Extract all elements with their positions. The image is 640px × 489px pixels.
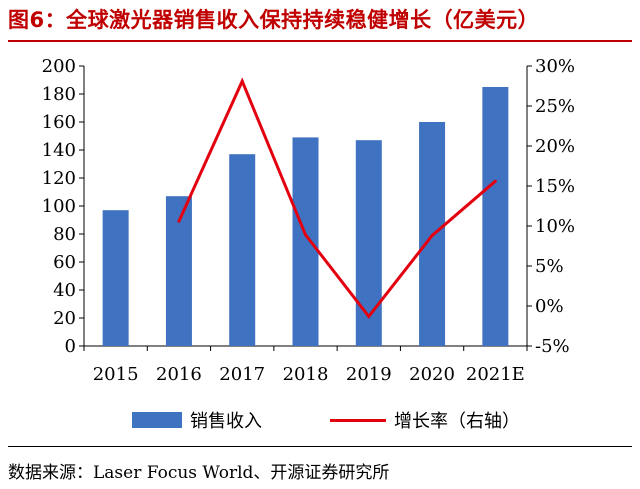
y-left-tick-label: 80 [53, 224, 76, 245]
x-tick-label: 2018 [283, 364, 329, 385]
growth-line [177, 77, 497, 319]
y-left-tick-label: 100 [42, 196, 76, 217]
y-right-tick-label: 30% [535, 56, 575, 77]
chart: 0 20 40 60 80 100 120 140 160 180 200 -5% 0% 5% 10% 15%… [42, 56, 575, 385]
growth-point-2016 [177, 219, 181, 223]
legend-item-line: 增长率（右轴） [330, 407, 520, 433]
y-left-tick-label: 160 [42, 112, 76, 133]
title-bar [8, 4, 632, 40]
legend-label-revenue: 销售收入 [190, 411, 262, 432]
bar-2015 [102, 210, 129, 346]
y-right-tick-label: -5% [535, 336, 570, 357]
legend: 销售收入 增长率（右轴） [0, 398, 640, 438]
y-left-tick-label: 40 [53, 280, 76, 301]
y-right-tick-label: 25% [535, 96, 575, 117]
y-right-tick-label: 5% [535, 256, 564, 277]
growth-point-2021E [493, 179, 497, 183]
legend-swatch-line [330, 418, 386, 422]
bar-2018 [292, 137, 319, 346]
growth-point-2018 [304, 233, 307, 237]
growth-point-2019 [367, 314, 371, 318]
y-left-tick-label: 180 [42, 84, 76, 105]
x-tick-label: 2017 [219, 364, 265, 385]
x-tick-label: 2021E [466, 364, 525, 385]
y-left-tick-label: 0 [65, 336, 76, 357]
y-right-tick-label: 10% [535, 216, 575, 237]
y-right-tick-label: 0% [535, 296, 564, 317]
growth-point-2020 [430, 234, 434, 238]
y-left-tick-label: 120 [42, 168, 76, 189]
title-rule [8, 40, 632, 42]
x-tick-label: 2019 [346, 364, 392, 385]
y-left-tick-label: 20 [53, 308, 76, 329]
growth-point-2017 [240, 79, 244, 83]
x-tick-label: 2016 [156, 364, 202, 385]
legend-swatch-bar [132, 412, 182, 428]
bar-2021E [482, 87, 509, 346]
bar-2017 [229, 154, 256, 346]
y-left-tick-label: 200 [42, 56, 76, 77]
y-left-tick-label: 60 [53, 252, 76, 273]
figure-title: 图6：全球激光器销售收入保持持续稳健增长（亿美元） [8, 8, 540, 32]
y-right-tick-label: 20% [535, 136, 575, 157]
source-rule [8, 446, 632, 447]
y-left-tick-label: 140 [42, 140, 76, 161]
x-tick-label: 2020 [409, 364, 455, 385]
x-tick-label: 2015 [93, 364, 139, 385]
y-right-tick-label: 15% [535, 176, 575, 197]
bar-2019 [355, 140, 382, 346]
legend-label-growth: 增长率（右轴） [394, 411, 520, 432]
legend-item-bar: 销售收入 [132, 407, 262, 433]
source-note: 数据来源：Laser Focus World、开源证券研究所 [8, 463, 390, 483]
